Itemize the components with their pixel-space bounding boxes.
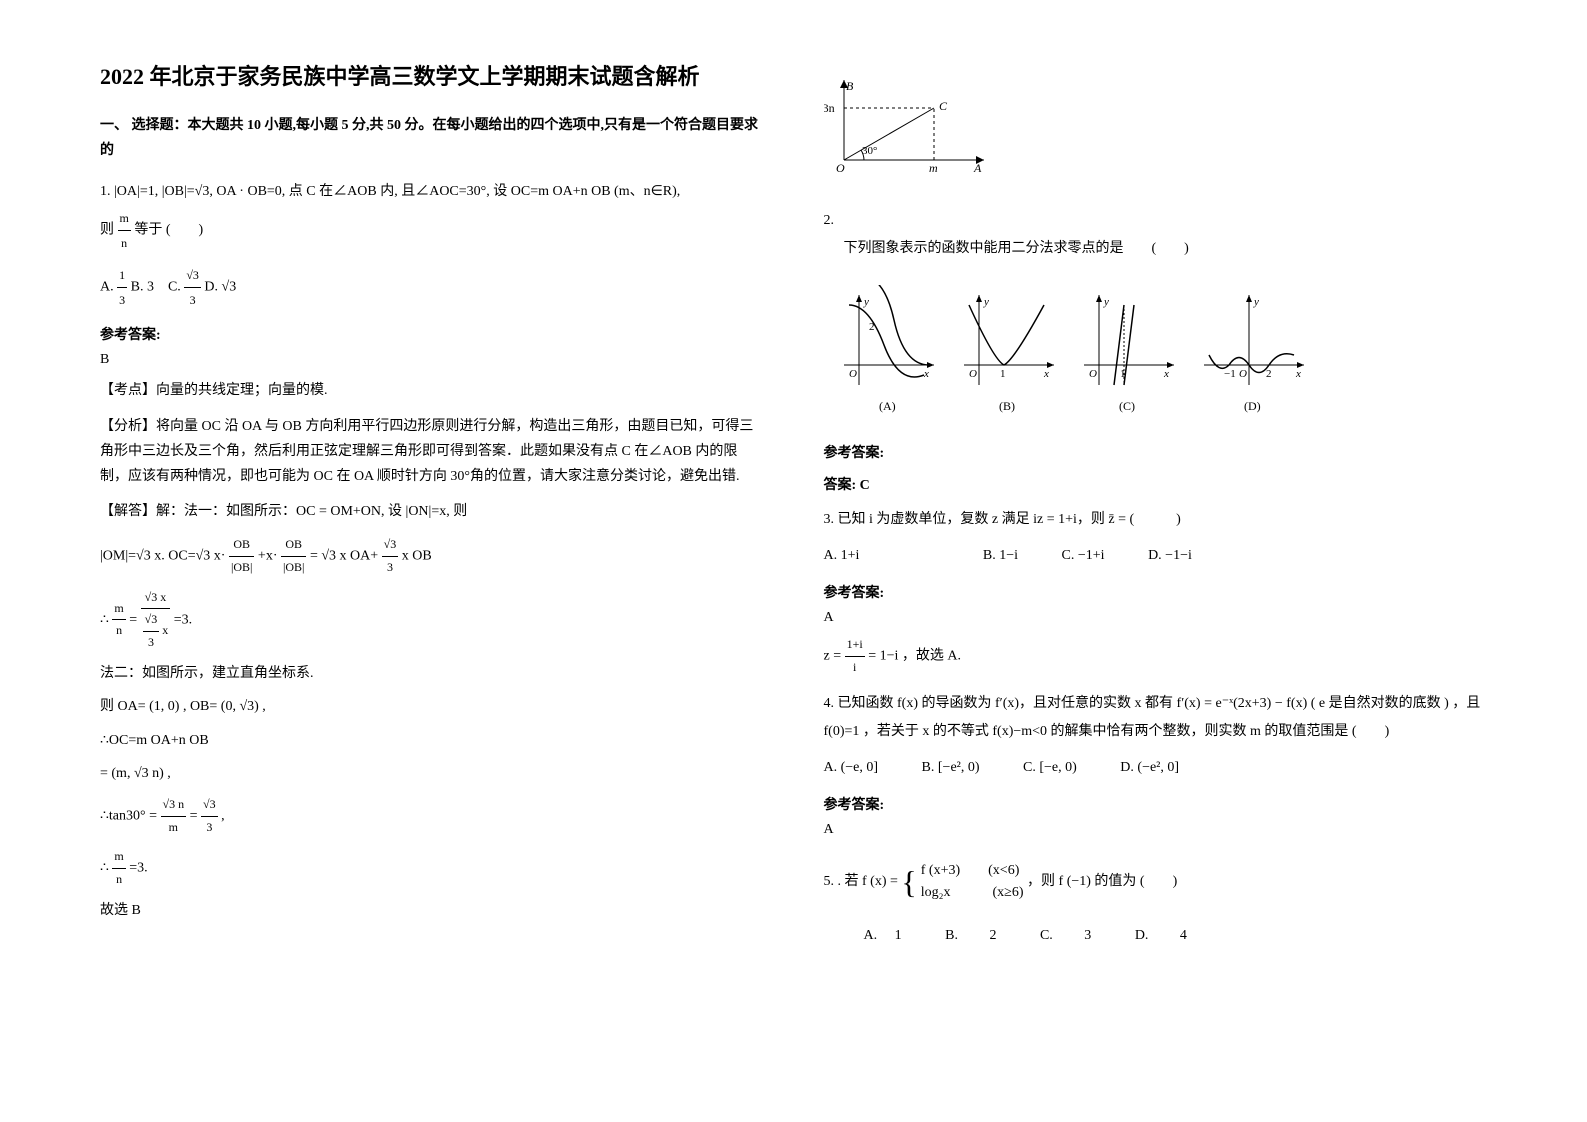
- q1-mn-line: = (m, √3 n) ,: [100, 761, 764, 786]
- svg-text:y: y: [983, 296, 989, 308]
- svg-text:30°: 30°: [862, 145, 877, 157]
- q1-method2: 法二：如图所示，建立直角坐标系.: [100, 661, 764, 686]
- q1-answer-label: 参考答案:: [100, 324, 764, 344]
- svg-text:(D): (D): [1244, 399, 1261, 413]
- q1-point: 【考点】向量的共线定理；向量的模.: [100, 378, 764, 403]
- question-3: 3. 已知 i 为虚数单位，复数 z 满足 iz = 1+i，则 z̄ = ( …: [824, 506, 1488, 570]
- piecewise-function: { f (x+3) (x<6) log₂x (x≥6): [901, 850, 1023, 914]
- svg-text:x: x: [1043, 368, 1049, 380]
- svg-text:y: y: [863, 296, 869, 308]
- svg-text:B: B: [846, 79, 854, 93]
- svg-text:O: O: [1239, 368, 1247, 380]
- vector-diagram: B C O m A √3n 30°: [824, 70, 1004, 180]
- svg-text:O: O: [969, 368, 977, 380]
- fraction-1-3: 1 3: [117, 263, 127, 312]
- svg-text:m: m: [929, 161, 938, 175]
- svg-text:x: x: [923, 368, 929, 380]
- q2-num: 2.: [824, 207, 1488, 235]
- q1-oc-line: ∴OC=m OA+n OB: [100, 728, 764, 753]
- q1-solve-label: 【解答】解：法一：如图所示：OC = OM+ON, 设 |ON|=x, 则: [100, 499, 764, 524]
- q5-options: A. 1 B. 2 C. 3 D. 4: [864, 922, 1488, 950]
- svg-text:C: C: [939, 99, 948, 113]
- exam-title: 2022 年北京于家务民族中学高三数学文上学期期末试题含解析: [100, 60, 764, 93]
- q1-answer: B: [100, 352, 764, 368]
- svg-text:O: O: [1089, 368, 1097, 380]
- svg-text:(A): (A): [879, 399, 896, 413]
- svg-text:1: 1: [1000, 368, 1006, 380]
- q4-answer-label: 参考答案:: [824, 794, 1488, 814]
- left-column: 2022 年北京于家务民族中学高三数学文上学期期末试题含解析 一、 选择题：本大…: [100, 60, 764, 962]
- question-2: 2. 下列图象表示的函数中能用二分法求零点的是 ( ): [824, 207, 1488, 263]
- svg-text:2: 2: [869, 321, 875, 333]
- question-4: 4. 已知函数 f(x) 的导函数为 f′(x)，且对任意的实数 x 都有 f′…: [824, 690, 1488, 782]
- fraction-sqrt3-3: √3 3: [184, 263, 201, 312]
- svg-text:2: 2: [1266, 368, 1272, 380]
- function-graphs: 2 O x y (A) O 1 x y (B): [824, 285, 1324, 415]
- q4-text: 4. 已知函数 f(x) 的导函数为 f′(x)，且对任意的实数 x 都有 f′…: [824, 690, 1488, 746]
- svg-text:√3n: √3n: [824, 101, 835, 115]
- q1-text-2: 则 m n 等于 ( ): [100, 206, 764, 255]
- q1-options: A. 1 3 B. 3 C. √3 3 D. √3: [100, 263, 764, 312]
- q1-analysis: 【分析】将向量 OC 沿 OA 与 OB 方向利用平行四边形原则进行分解，构造出…: [100, 414, 764, 490]
- question-1: 1. |OA|=1, |OB|=√3, OA · OB=0, 点 C 在∠AOB…: [100, 178, 764, 312]
- q2-text: 下列图象表示的函数中能用二分法求零点的是 ( ): [844, 235, 1488, 263]
- svg-text:x: x: [1295, 368, 1301, 380]
- q1-final: 故选 B: [100, 898, 764, 923]
- q4-answer: A: [824, 822, 1488, 838]
- fraction-m-n: m n: [118, 206, 131, 255]
- q2-answer: 答案: C: [824, 474, 1488, 494]
- q3-solution: z = 1+i i = 1−i ，故选 A.: [824, 634, 1488, 678]
- q3-text: 3. 已知 i 为虚数单位，复数 z 满足 iz = 1+i，则 z̄ = ( …: [824, 506, 1488, 534]
- svg-text:(C): (C): [1119, 399, 1135, 413]
- svg-text:y: y: [1253, 296, 1259, 308]
- svg-text:−1: −1: [1224, 368, 1236, 380]
- page-container: 2022 年北京于家务民族中学高三数学文上学期期末试题含解析 一、 选择题：本大…: [100, 60, 1487, 962]
- svg-text:O: O: [836, 161, 845, 175]
- q1-text-1: 1. |OA|=1, |OB|=√3, OA · OB=0, 点 C 在∠AOB…: [100, 178, 764, 206]
- q1-therefore2: ∴ m n =3.: [100, 846, 764, 890]
- q2-answer-label: 参考答案:: [824, 442, 1488, 462]
- q1-oa-line: 则 OA= (1, 0) , OB= (0, √3) ,: [100, 694, 764, 719]
- q3-options: A. 1+i B. 1−i C. −1+i D. −1−i: [824, 542, 1488, 570]
- right-column: B C O m A √3n 30° 2. 下列图象表示的函数中能用二分法求零点的…: [824, 60, 1488, 962]
- q3-answer-label: 参考答案:: [824, 582, 1488, 602]
- svg-text:O: O: [849, 368, 857, 380]
- q1-math-1: |OM|=√3 x. OC=√3 x· OB |OB| +x· OB |OB| …: [100, 534, 764, 578]
- svg-text:(B): (B): [999, 399, 1015, 413]
- svg-text:x: x: [1163, 368, 1169, 380]
- section-1-header: 一、 选择题：本大题共 10 小题,每小题 5 分,共 50 分。在每小题给出的…: [100, 113, 764, 163]
- q4-options: A. (−e, 0] B. [−e², 0) C. [−e, 0) D. (−e…: [824, 754, 1488, 782]
- q3-answer: A: [824, 610, 1488, 626]
- q1-tan-line: ∴tan30° = √3 n m = √3 3 ,: [100, 794, 764, 838]
- svg-text:A: A: [973, 161, 982, 175]
- q1-therefore: ∴ m n = √3 x √3 3 x =3.: [100, 587, 764, 654]
- question-5: 5. . 若 f (x) = { f (x+3) (x<6) log₂x (x≥…: [824, 850, 1488, 950]
- svg-text:y: y: [1103, 296, 1109, 308]
- svg-text:1: 1: [1120, 368, 1126, 380]
